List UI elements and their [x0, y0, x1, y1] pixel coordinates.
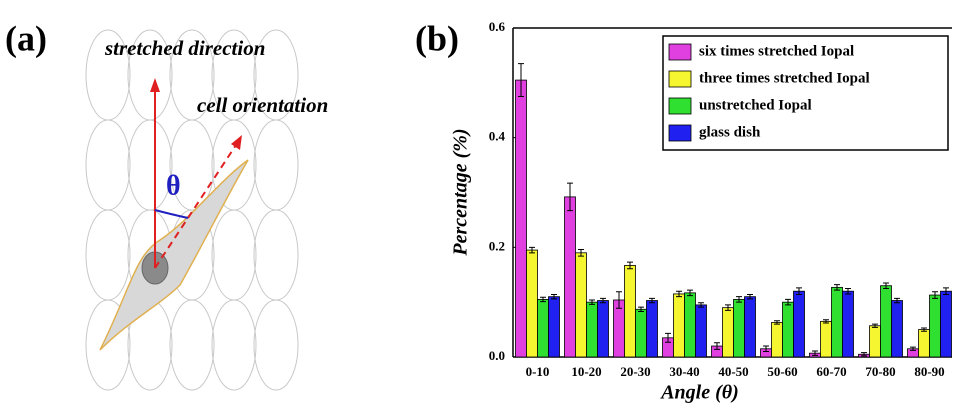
bar: [734, 299, 745, 357]
bar: [674, 294, 685, 357]
y-tick-label: 0.4: [489, 129, 506, 144]
label: cell orientation: [197, 93, 328, 117]
legend-label: unstretched Iopal: [699, 97, 812, 113]
bar: [745, 297, 756, 357]
x-tick-label: 70-80: [865, 364, 895, 379]
bar: [598, 301, 609, 357]
bar: [881, 286, 892, 357]
legend-swatch: [669, 44, 691, 60]
bar: [794, 291, 805, 357]
legend-swatch: [669, 71, 691, 87]
bar: [930, 295, 941, 357]
bar: [723, 308, 734, 357]
bar: [587, 302, 598, 357]
bar: [941, 291, 952, 357]
legend-swatch: [669, 125, 691, 141]
x-tick-label: 10-20: [571, 364, 601, 379]
bar: [843, 291, 854, 357]
bar: [892, 301, 903, 357]
panel-label: (b): [415, 18, 459, 58]
bar: [783, 302, 794, 357]
x-tick-label: 80-90: [914, 364, 944, 379]
bar: [870, 326, 881, 357]
y-tick-label: 0.2: [489, 238, 505, 253]
x-tick-label: 50-60: [767, 364, 797, 379]
y-tick-label: 0.0: [489, 348, 505, 363]
angle-symbol: θ: [166, 170, 181, 201]
bar: [538, 299, 549, 357]
bar: [636, 309, 647, 357]
x-tick-label: 30-40: [669, 364, 699, 379]
cell-grid: [86, 30, 298, 390]
bar: [565, 197, 576, 357]
bar: [832, 287, 843, 357]
bar: [772, 322, 783, 357]
figure: (a) stretched direction cell orientation…: [0, 0, 953, 407]
legend-label: six times stretched Iopal: [699, 43, 854, 59]
x-axis-label: Angle (θ): [659, 382, 739, 404]
x-tick-label: 20-30: [620, 364, 650, 379]
label: stretched direction: [104, 36, 265, 60]
y-tick-label: 0.6: [489, 19, 506, 34]
legend-label: glass dish: [699, 124, 761, 140]
bar: [919, 330, 930, 357]
legend-swatch: [669, 98, 691, 114]
bar: [821, 321, 832, 357]
panel-label: (a): [5, 18, 47, 58]
bar: [516, 80, 527, 357]
legend-label: three times stretched Iopal: [699, 70, 870, 86]
y-axis-label: Percentage (%): [450, 128, 472, 256]
x-tick-label: 60-70: [816, 364, 846, 379]
bar: [527, 250, 538, 357]
arrow-head: [231, 135, 242, 150]
bar: [625, 265, 636, 357]
bar: [549, 297, 560, 357]
arrow-head: [150, 78, 160, 92]
x-tick-label: 0-10: [526, 364, 550, 379]
bar: [685, 293, 696, 357]
bar: [647, 301, 658, 357]
bar: [696, 305, 707, 357]
x-tick-label: 40-50: [718, 364, 748, 379]
bar: [576, 253, 587, 357]
